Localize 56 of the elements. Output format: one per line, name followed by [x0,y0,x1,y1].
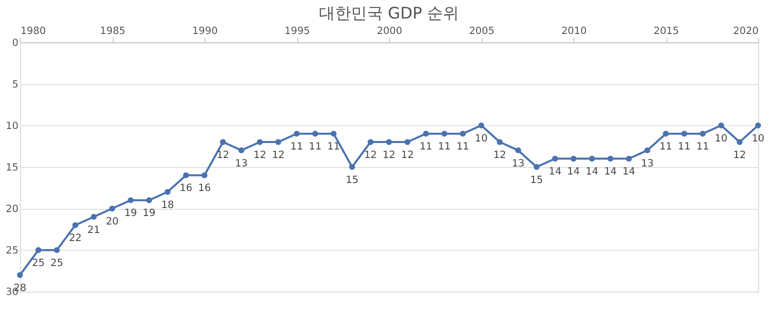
data-label: 12 [733,150,746,161]
data-label: 15 [530,174,543,186]
data-label: 16 [180,183,192,194]
data-label: 12 [382,150,396,161]
data-label: 25 [32,258,45,270]
data-label: 11 [438,142,451,153]
data-label: 10 [752,133,764,144]
data-label: 14 [622,166,636,178]
data-label: 12 [216,150,230,161]
data-label: 11 [420,142,432,153]
data-label: 10 [474,133,488,144]
data-label: 12 [253,150,266,161]
y-tick-label: 15 [6,162,18,174]
data-label: 11 [290,142,304,153]
data-label: 22 [68,233,82,244]
y-tick-label: 5 [12,79,18,90]
data-label: 14 [567,166,580,178]
data-label: 11 [327,142,340,153]
data-label: 12 [364,150,377,161]
x-tick-label: 2000 [376,26,402,37]
data-label: 19 [142,208,156,220]
data-label: 11 [678,142,691,153]
data-label: 13 [640,158,654,170]
x-tick-label: 2005 [469,26,494,37]
x-tick-label: 2015 [654,26,679,37]
x-tick-label: 1995 [284,26,310,37]
x-tick-label: 1990 [192,26,218,37]
data-label: 25 [50,258,64,270]
data-label: 14 [604,166,617,178]
data-label: 11 [659,142,672,153]
x-tick-label: 1985 [100,26,126,37]
data-label: 18 [161,200,174,211]
data-label: 14 [548,166,562,178]
x-tick-label: 2010 [561,26,587,37]
data-label: 10 [714,133,728,144]
data-label: 20 [106,216,119,228]
x-tick-label: 1980 [20,26,46,37]
data-label: 11 [456,142,470,153]
y-tick-label: 10 [6,120,18,132]
data-label: 15 [346,174,358,186]
data-label: 21 [87,224,100,236]
data-label: 16 [198,183,211,194]
data-label: 12 [272,150,285,161]
data-label: 12 [493,150,506,161]
data-label: 13 [512,158,525,170]
data-label: 11 [308,142,322,153]
data-label: 19 [124,208,138,220]
y-tick-label: 20 [6,204,18,216]
y-tick-label: 25 [6,246,18,257]
y-tick-label: 0 [12,38,18,49]
data-label: 14 [586,166,598,178]
data-label: 12 [401,150,414,161]
data-label: 13 [235,158,248,170]
data-label: 11 [696,142,710,153]
chart-title: 대한민국 GDP 순위 [318,3,460,22]
x-tick-label: 2020 [733,26,759,37]
